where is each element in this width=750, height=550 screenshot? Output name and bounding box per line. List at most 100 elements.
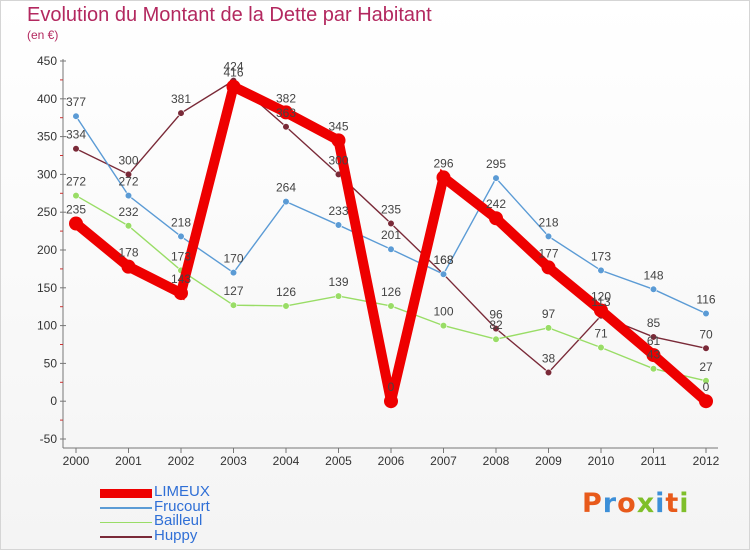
data-point-limeux (436, 170, 451, 185)
data-point-frucourt (702, 309, 710, 318)
chart-subtitle: (en €) (27, 28, 59, 42)
logo-letter: o (617, 488, 637, 519)
x-tick-label: 2008 (483, 454, 510, 468)
data-label-frucourt: 218 (538, 215, 558, 229)
y-tick-label: 400 (37, 92, 57, 106)
data-point-bailleul (439, 322, 448, 330)
y-tick-label: 150 (37, 281, 57, 295)
data-label-huppy: 96 (489, 308, 503, 322)
data-point-frucourt (282, 198, 290, 206)
legend-label: Huppy (154, 526, 198, 544)
logo-letter: i (655, 488, 666, 519)
data-label-limeux: 178 (118, 246, 138, 260)
data-label-limeux: 242 (486, 197, 506, 211)
data-point-huppy (544, 368, 553, 377)
data-label-limeux: 120 (591, 289, 611, 303)
x-tick-label: 2010 (588, 454, 615, 468)
legend-label: Frucourt (154, 497, 210, 515)
data-label-bailleul: 127 (223, 284, 243, 298)
data-label-bailleul: 126 (276, 285, 296, 299)
data-label-huppy: 85 (647, 316, 661, 330)
data-point-huppy (492, 325, 500, 333)
data-point-frucourt (649, 285, 658, 293)
data-label-limeux: 382 (276, 91, 296, 105)
data-point-frucourt (492, 174, 500, 182)
data-point-frucourt (387, 245, 395, 253)
logo-letter: t (665, 488, 680, 519)
proxiti-logo: Proxiti (582, 488, 690, 519)
x-tick-label: 2011 (641, 454, 667, 468)
data-label-huppy: 334 (66, 128, 86, 142)
data-label-huppy: 38 (542, 351, 556, 365)
x-tick-label: 2007 (430, 454, 457, 468)
data-label-huppy: 300 (328, 153, 348, 167)
y-tick-label: 300 (37, 167, 57, 181)
data-point-limeux (384, 394, 398, 409)
y-tick-label: 0 (50, 394, 57, 408)
x-tick-label: 2006 (378, 454, 405, 468)
data-label-frucourt: 170 (223, 252, 243, 266)
data-label-limeux: 416 (223, 66, 243, 80)
data-label-frucourt: 264 (276, 181, 296, 195)
data-label-huppy: 113 (591, 295, 610, 309)
data-point-huppy (649, 333, 658, 341)
data-point-huppy (177, 109, 185, 117)
data-label-frucourt: 218 (171, 215, 191, 229)
data-label-bailleul: 232 (118, 205, 138, 219)
data-label-frucourt: 233 (328, 204, 348, 218)
data-point-frucourt (229, 269, 238, 277)
data-point-frucourt (334, 221, 343, 229)
data-point-limeux (489, 211, 503, 226)
x-tick-label: 2000 (63, 454, 90, 468)
data-label-limeux: 143 (171, 272, 191, 286)
data-label-huppy: 424 (223, 60, 243, 74)
data-label-frucourt: 168 (433, 253, 453, 267)
data-point-bailleul (597, 343, 605, 352)
data-label-bailleul: 27 (699, 360, 713, 374)
x-tick-label: 2009 (535, 454, 562, 468)
data-point-huppy (72, 145, 80, 153)
data-point-limeux (699, 394, 713, 409)
data-point-frucourt (177, 232, 185, 240)
chart-title: Evolution du Montant de la Dette par Hab… (27, 4, 432, 26)
data-label-frucourt: 272 (118, 175, 138, 189)
data-label-huppy: 70 (699, 327, 713, 341)
x-tick-label: 2001 (115, 454, 142, 468)
data-label-bailleul: 126 (381, 285, 401, 299)
data-label-huppy: 363 (276, 106, 296, 120)
data-point-limeux (226, 79, 241, 94)
data-point-limeux (541, 260, 556, 275)
data-point-limeux (594, 303, 608, 318)
data-point-limeux (331, 133, 346, 148)
y-tick-label: 250 (37, 205, 57, 219)
series-line-limeux (72, 79, 710, 405)
data-label-bailleul: 139 (328, 275, 348, 289)
data-label-frucourt: 295 (486, 157, 506, 171)
data-label-frucourt: 201 (381, 228, 401, 242)
data-point-limeux (174, 286, 188, 301)
data-label-frucourt: 173 (591, 249, 611, 263)
data-label-frucourt: 148 (643, 268, 663, 282)
data-label-bailleul: 100 (433, 305, 453, 319)
y-tick-label: 200 (37, 243, 57, 257)
data-label-bailleul: 71 (594, 327, 608, 341)
logo-letter: P (582, 488, 603, 519)
data-label-bailleul: 82 (489, 318, 503, 332)
x-tick-label: 2012 (693, 454, 720, 468)
data-label-bailleul: 43 (647, 348, 661, 362)
legend-label: LIMEUX (154, 483, 210, 500)
data-label-limeux: 61 (647, 334, 661, 348)
data-point-bailleul (229, 301, 238, 309)
y-tick-label: 100 (37, 319, 57, 333)
data-point-bailleul (334, 292, 343, 300)
data-point-bailleul (649, 365, 658, 373)
data-label-limeux: 296 (433, 156, 453, 170)
data-point-bailleul (282, 302, 290, 310)
y-tick-label: 350 (37, 130, 57, 144)
legend-label: Bailleul (154, 512, 203, 529)
data-point-huppy (124, 170, 133, 178)
logo-letter: r (602, 488, 618, 519)
data-label-huppy: 235 (381, 203, 401, 217)
data-point-frucourt (544, 232, 553, 240)
data-label-bailleul: 97 (542, 307, 556, 321)
